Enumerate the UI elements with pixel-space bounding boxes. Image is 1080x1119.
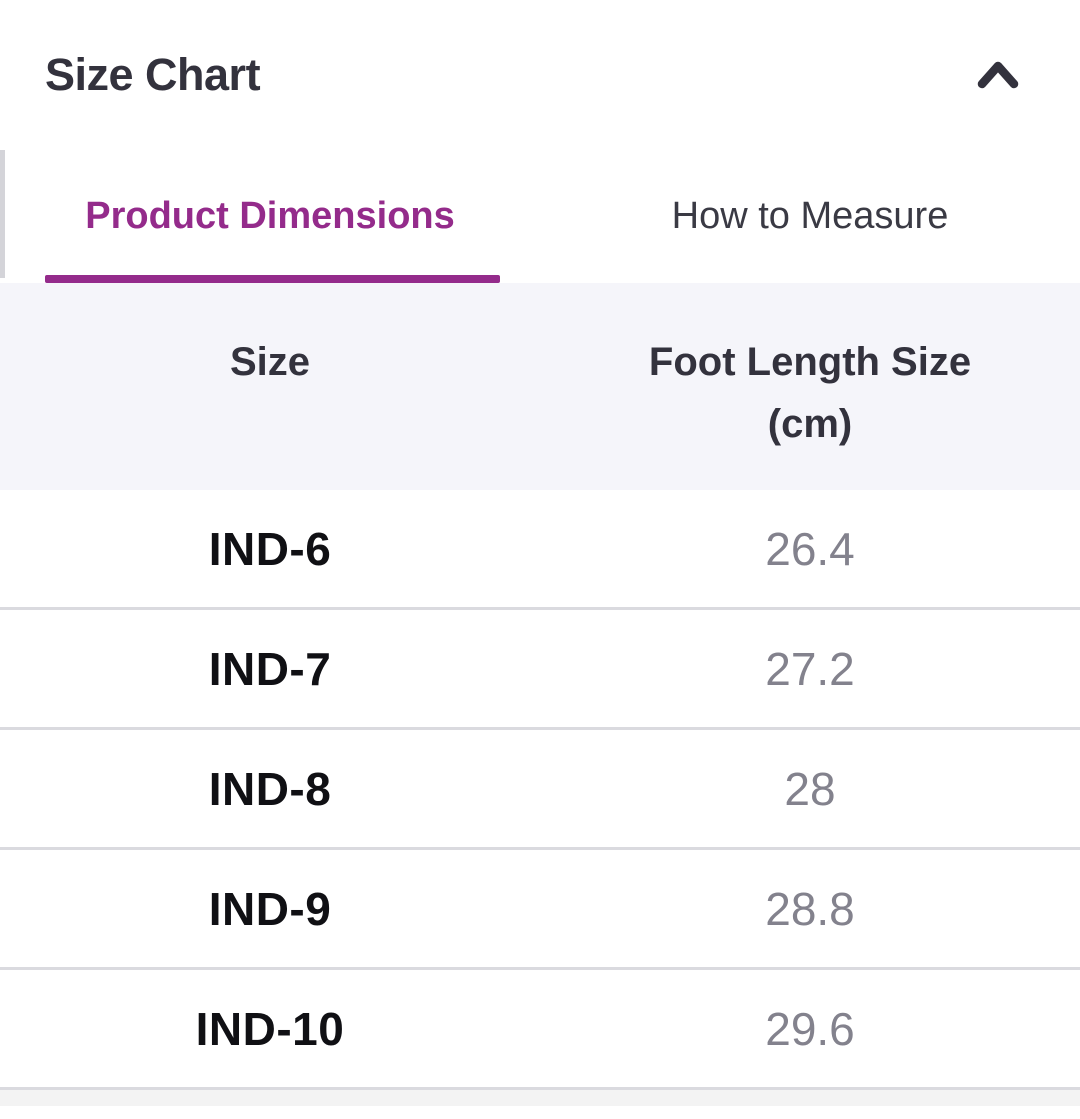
foot-length-cell: 26.4 <box>765 522 855 575</box>
tab-how-to-measure-label: How to Measure <box>671 195 949 237</box>
section-title: Size Chart <box>45 49 261 100</box>
size-cell: IND-8 <box>208 762 332 815</box>
table-row: IND-6 26.4 <box>0 490 1080 610</box>
size-cell: IND-10 <box>195 1002 345 1055</box>
table-header-row: Size Foot Length Size (cm) <box>0 283 1080 490</box>
tab-product-dimensions[interactable]: Product Dimensions <box>0 150 540 283</box>
table-row: IND-7 27.2 <box>0 610 1080 730</box>
tab-how-to-measure[interactable]: How to Measure <box>540 150 1080 283</box>
size-cell: IND-9 <box>208 882 332 935</box>
section-divider <box>0 1090 1080 1106</box>
size-cell: IND-7 <box>208 642 332 695</box>
collapse-button[interactable] <box>966 49 1030 101</box>
size-cell: IND-6 <box>208 522 332 575</box>
foot-length-cell: 28 <box>784 762 836 815</box>
foot-length-cell: 29.6 <box>765 1002 855 1055</box>
active-tab-underline <box>45 275 500 283</box>
foot-length-cell: 28.8 <box>765 882 855 935</box>
tab-product-dimensions-label: Product Dimensions <box>85 195 455 237</box>
column-header-foot-length: Foot Length Size (cm) <box>540 283 1080 490</box>
table-row: IND-10 29.6 <box>0 970 1080 1090</box>
table-row: IND-8 28 <box>0 730 1080 850</box>
column-header-size-label: Size <box>229 340 311 384</box>
tab-bar: Product Dimensions How to Measure <box>0 150 1080 283</box>
section-header: Size Chart <box>0 0 1080 150</box>
column-header-size: Size <box>0 283 540 490</box>
left-edge-divider <box>0 150 5 278</box>
table-row: IND-9 28.8 <box>0 850 1080 970</box>
foot-length-cell: 27.2 <box>765 642 855 695</box>
chevron-up-icon <box>977 61 1019 89</box>
column-header-foot-length-label: Foot Length Size (cm) <box>648 340 972 446</box>
